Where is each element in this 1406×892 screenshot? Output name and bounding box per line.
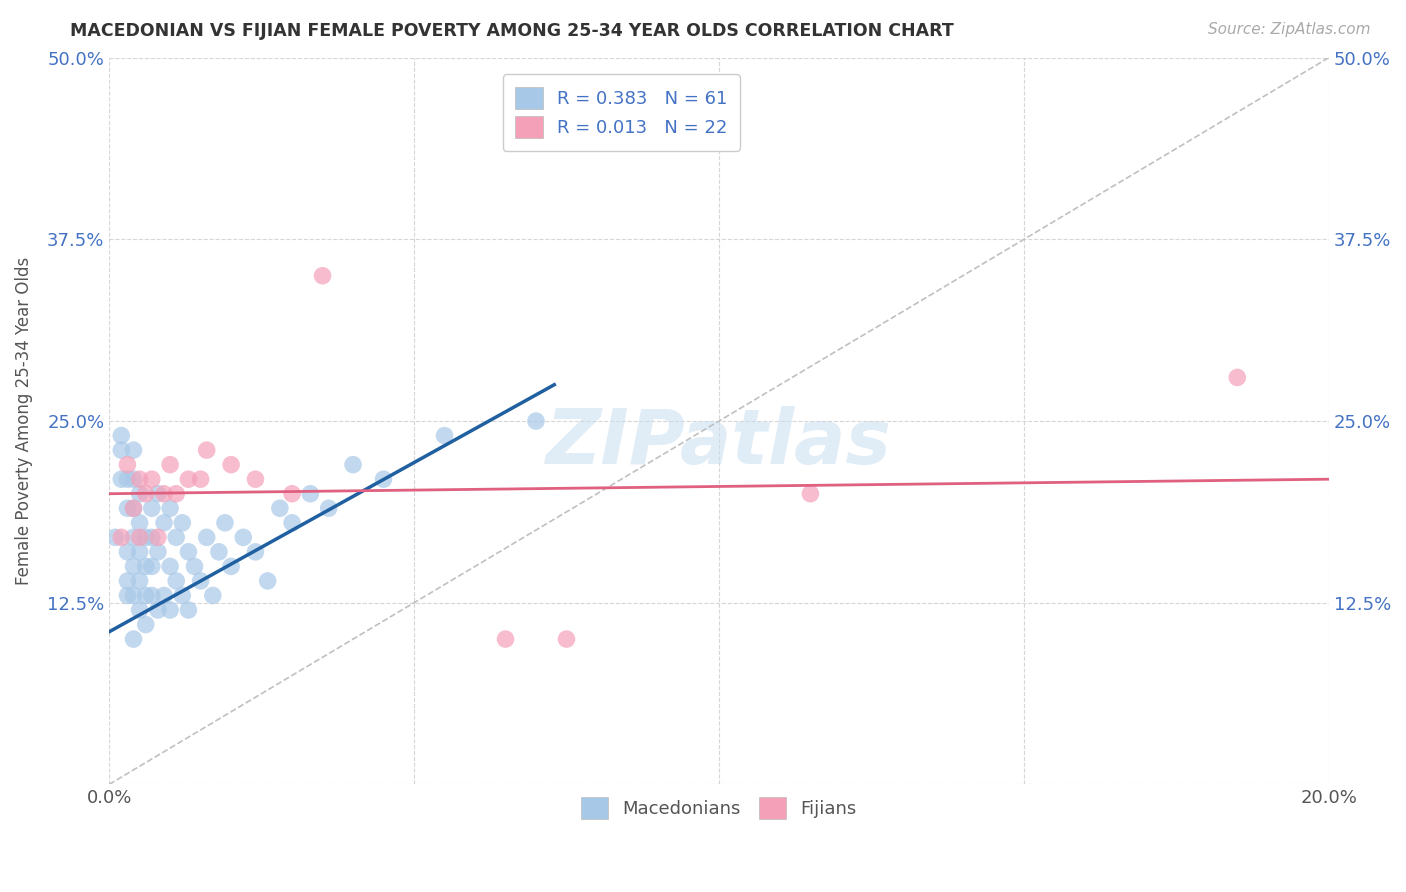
Point — [159, 501, 181, 516]
Point — [318, 501, 340, 516]
Point — [159, 458, 181, 472]
Point — [208, 545, 231, 559]
Point — [299, 487, 322, 501]
Point — [110, 443, 132, 458]
Point — [117, 574, 139, 588]
Point — [110, 530, 132, 544]
Point — [141, 530, 163, 544]
Point — [110, 472, 132, 486]
Point — [122, 530, 145, 544]
Point — [122, 559, 145, 574]
Point — [342, 458, 364, 472]
Point — [201, 589, 224, 603]
Point — [128, 487, 150, 501]
Point — [799, 487, 821, 501]
Point — [256, 574, 278, 588]
Point — [117, 545, 139, 559]
Point — [165, 487, 187, 501]
Point — [214, 516, 236, 530]
Point — [117, 501, 139, 516]
Point — [373, 472, 395, 486]
Point — [172, 516, 194, 530]
Point — [135, 530, 157, 544]
Point — [311, 268, 333, 283]
Point — [524, 414, 547, 428]
Point — [146, 530, 169, 544]
Point — [153, 516, 176, 530]
Point — [141, 472, 163, 486]
Point — [219, 559, 242, 574]
Point — [195, 443, 218, 458]
Point — [117, 589, 139, 603]
Point — [153, 589, 176, 603]
Legend: Macedonians, Fijians: Macedonians, Fijians — [574, 789, 865, 826]
Point — [433, 428, 456, 442]
Point — [190, 574, 212, 588]
Point — [495, 632, 517, 646]
Point — [122, 443, 145, 458]
Point — [128, 472, 150, 486]
Point — [177, 603, 200, 617]
Point — [183, 559, 205, 574]
Point — [245, 472, 267, 486]
Point — [135, 559, 157, 574]
Point — [190, 472, 212, 486]
Point — [195, 530, 218, 544]
Point — [135, 487, 157, 501]
Point — [104, 530, 127, 544]
Text: ZIPatlas: ZIPatlas — [546, 406, 891, 480]
Point — [141, 501, 163, 516]
Point — [1226, 370, 1249, 384]
Point — [122, 632, 145, 646]
Point — [122, 501, 145, 516]
Point — [153, 487, 176, 501]
Point — [128, 545, 150, 559]
Point — [269, 501, 291, 516]
Point — [135, 617, 157, 632]
Point — [141, 559, 163, 574]
Point — [172, 589, 194, 603]
Point — [232, 530, 254, 544]
Point — [122, 501, 145, 516]
Point — [159, 559, 181, 574]
Y-axis label: Female Poverty Among 25-34 Year Olds: Female Poverty Among 25-34 Year Olds — [15, 257, 32, 585]
Point — [159, 603, 181, 617]
Point — [135, 589, 157, 603]
Point — [128, 603, 150, 617]
Point — [117, 458, 139, 472]
Point — [165, 574, 187, 588]
Point — [110, 428, 132, 442]
Point — [122, 589, 145, 603]
Point — [146, 545, 169, 559]
Point — [146, 603, 169, 617]
Point — [128, 516, 150, 530]
Point — [177, 472, 200, 486]
Point — [177, 545, 200, 559]
Point — [165, 530, 187, 544]
Point — [245, 545, 267, 559]
Point — [122, 472, 145, 486]
Point — [555, 632, 578, 646]
Text: MACEDONIAN VS FIJIAN FEMALE POVERTY AMONG 25-34 YEAR OLDS CORRELATION CHART: MACEDONIAN VS FIJIAN FEMALE POVERTY AMON… — [70, 22, 955, 40]
Point — [128, 530, 150, 544]
Point — [141, 589, 163, 603]
Point — [146, 487, 169, 501]
Point — [117, 472, 139, 486]
Point — [128, 574, 150, 588]
Point — [219, 458, 242, 472]
Point — [281, 516, 304, 530]
Text: Source: ZipAtlas.com: Source: ZipAtlas.com — [1208, 22, 1371, 37]
Point — [281, 487, 304, 501]
